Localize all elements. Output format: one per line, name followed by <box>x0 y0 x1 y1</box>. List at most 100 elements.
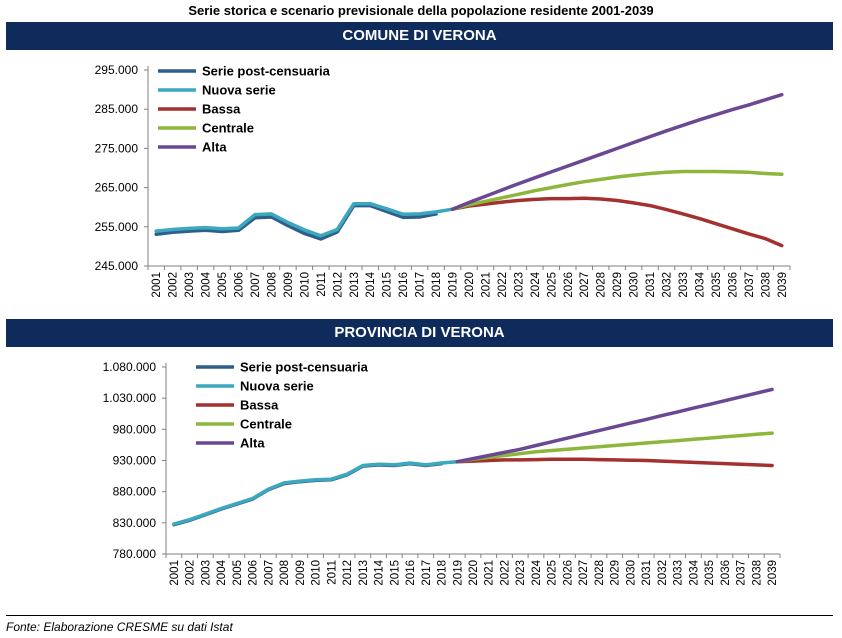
y-tick-label: 880.000 <box>113 485 157 499</box>
x-tick-label: 2024 <box>530 271 542 297</box>
x-tick-label: 2008 <box>279 560 291 586</box>
x-tick-label: 2014 <box>374 559 386 585</box>
x-tick-label: 2011 <box>316 272 328 297</box>
x-tick-label: 2003 <box>184 272 196 298</box>
x-tick-label: 2025 <box>546 272 558 298</box>
x-tick-label: 2016 <box>398 272 410 298</box>
x-tick-label: 2032 <box>657 560 669 586</box>
x-tick-label: 2014 <box>365 271 377 297</box>
x-tick-label: 2036 <box>720 560 732 586</box>
x-tick-label: 2015 <box>389 560 401 586</box>
x-tick-label: 2019 <box>448 272 460 298</box>
x-tick-label: 2031 <box>641 560 653 586</box>
x-tick-label: 2033 <box>673 560 685 586</box>
legend-label-bassa: Bassa <box>202 102 241 117</box>
y-tick-label: 1.080.000 <box>103 360 157 374</box>
legend-label-alta: Alta <box>202 140 227 155</box>
x-tick-label: 2022 <box>499 560 511 586</box>
legend-label-bassa: Bassa <box>240 398 279 413</box>
x-tick-label: 2037 <box>744 272 756 298</box>
legend-label-alta: Alta <box>240 436 265 451</box>
x-tick-label: 2029 <box>610 560 622 586</box>
legend-label-nuova-serie: Nuova serie <box>240 379 314 394</box>
x-tick-label: 2019 <box>452 560 464 586</box>
y-tick-label: 285.000 <box>95 102 139 116</box>
x-tick-label: 2027 <box>578 560 590 586</box>
x-tick-label: 2003 <box>200 560 212 586</box>
x-tick-label: 2004 <box>216 559 228 585</box>
y-tick-label: 265.000 <box>95 181 139 195</box>
x-tick-label: 2017 <box>421 560 433 586</box>
chart-title-comune: COMUNE DI VERONA <box>6 22 833 50</box>
y-tick-label: 780.000 <box>113 547 157 561</box>
x-tick-label: 2032 <box>662 272 674 298</box>
x-tick-label: 2007 <box>263 560 275 586</box>
y-tick-label: 1.030.000 <box>103 391 157 405</box>
y-tick-label: 980.000 <box>113 422 157 436</box>
legend-label-centrale: Centrale <box>202 121 254 136</box>
series-line-centrale <box>450 169 784 211</box>
footer-divider <box>6 615 833 616</box>
series-line-serie-post-censuaria <box>172 461 444 527</box>
legend-label-serie-post-censuaria: Serie post-censuaria <box>240 360 369 375</box>
series-line-alta <box>455 387 774 464</box>
x-tick-label: 2036 <box>727 272 739 298</box>
x-tick-label: 2002 <box>168 272 180 298</box>
x-tick-label: 2001 <box>169 560 181 586</box>
x-tick-label: 2002 <box>185 560 197 586</box>
x-tick-label: 2013 <box>349 272 361 298</box>
y-tick-label: 245.000 <box>95 259 139 273</box>
series-line-bassa <box>450 196 784 248</box>
x-tick-label: 2028 <box>596 272 608 298</box>
x-tick-label: 2035 <box>704 560 716 586</box>
y-tick-label: 830.000 <box>113 516 157 530</box>
x-tick-label: 2006 <box>248 560 260 586</box>
series-line-serie-post-censuaria <box>154 203 438 241</box>
x-tick-label: 2021 <box>480 272 492 298</box>
x-tick-label: 2038 <box>760 272 772 298</box>
x-tick-label: 2027 <box>579 272 591 298</box>
x-tick-label: 2012 <box>342 560 354 586</box>
x-tick-label: 2022 <box>497 272 509 298</box>
page-title: Serie storica e scenario previsionale de… <box>188 3 654 18</box>
x-tick-label: 2007 <box>250 272 262 298</box>
x-tick-label: 2005 <box>217 272 229 298</box>
x-tick-label: 2029 <box>612 272 624 298</box>
x-tick-label: 2033 <box>678 272 690 298</box>
x-tick-label: 2023 <box>513 272 525 298</box>
chart-title-provincia: PROVINCIA DI VERONA <box>6 319 833 347</box>
x-tick-label: 2016 <box>405 560 417 586</box>
x-tick-label: 2026 <box>562 560 574 586</box>
x-tick-label: 2038 <box>751 560 763 586</box>
series-line-nuova-serie <box>154 201 455 238</box>
x-tick-label: 2005 <box>232 560 244 586</box>
x-tick-label: 2026 <box>563 272 575 298</box>
x-tick-label: 2025 <box>547 560 559 586</box>
x-tick-label: 2006 <box>234 272 246 298</box>
series-line-bassa <box>455 457 774 468</box>
x-tick-label: 2008 <box>266 272 278 298</box>
x-tick-label: 2015 <box>382 272 394 298</box>
x-tick-label: 2034 <box>688 559 700 585</box>
x-tick-label: 2039 <box>777 272 789 298</box>
series-line-centrale <box>455 431 774 464</box>
x-tick-label: 2024 <box>531 559 543 585</box>
x-tick-label: 2001 <box>151 272 163 298</box>
x-tick-label: 2035 <box>711 272 723 298</box>
x-tick-label: 2039 <box>767 560 779 586</box>
x-tick-label: 2011 <box>326 560 338 585</box>
x-tick-label: 2030 <box>629 272 641 298</box>
x-tick-label: 2031 <box>645 272 657 298</box>
x-tick-label: 2009 <box>295 560 307 586</box>
legend-label-serie-post-censuaria: Serie post-censuaria <box>202 64 331 79</box>
series-line-nuova-serie <box>172 459 460 526</box>
legend-label-centrale: Centrale <box>240 417 292 432</box>
x-tick-label: 2018 <box>437 560 449 586</box>
x-tick-label: 2034 <box>694 271 706 297</box>
series-line-alta <box>450 92 784 211</box>
x-tick-label: 2010 <box>299 272 311 298</box>
x-tick-label: 2013 <box>358 560 370 586</box>
source-note: Fonte: Elaborazione CRESME su dati Istat <box>6 620 233 634</box>
y-tick-label: 295.000 <box>95 63 139 77</box>
x-tick-label: 2020 <box>464 272 476 298</box>
